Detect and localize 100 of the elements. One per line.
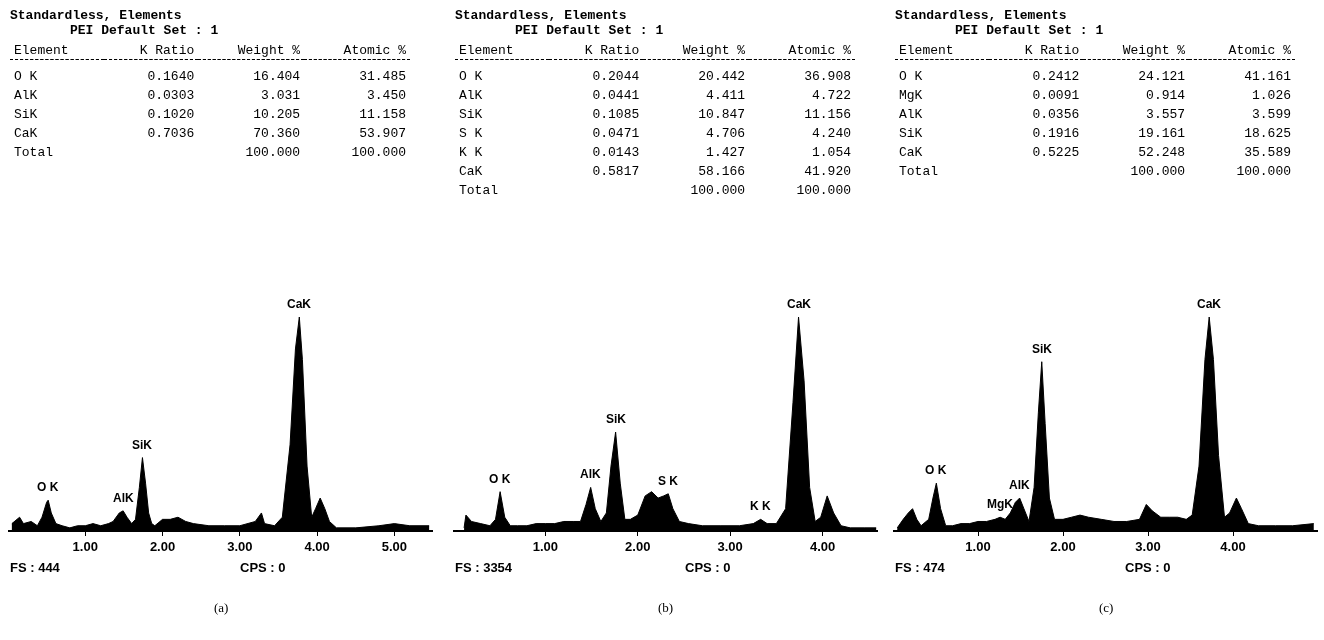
text: 41.161 (1244, 69, 1291, 84)
x-tick-label: 1.00 (72, 539, 98, 555)
x-tick-label: 2.00 (149, 539, 176, 555)
text: 24.121 (1138, 69, 1186, 84)
category-label: K K (459, 145, 483, 160)
annotation: K K (750, 499, 771, 513)
category-label: Total (459, 183, 499, 198)
text: 0.1085 (592, 107, 640, 122)
annotation: AlK (1009, 478, 1030, 492)
text: CPS : 0 (685, 560, 731, 575)
text: 10.847 (698, 107, 746, 122)
text: 100.000 (690, 183, 746, 198)
text: 58.166 (698, 164, 746, 179)
x-tick-label: 2.00 (625, 539, 651, 555)
text: 0.5817 (592, 164, 640, 179)
text: 36.908 (804, 69, 851, 84)
annotation: CaK (1197, 297, 1222, 311)
text: FS : 3354 (455, 560, 513, 575)
annotation: O K (489, 472, 511, 486)
text: FS : 444 (10, 560, 61, 575)
category-label: SiK (14, 107, 38, 122)
annotation: SiK (1032, 342, 1053, 356)
annotation: CaK (287, 297, 312, 311)
x-tick-label: 4.00 (809, 539, 836, 555)
text: CPS : 0 (240, 560, 286, 575)
text: 3.450 (366, 88, 406, 103)
text: 3.599 (1251, 107, 1291, 122)
category-label: O K (459, 69, 483, 84)
text: 16.404 (253, 69, 301, 84)
x-tick-label: 2.00 (1050, 539, 1076, 555)
text: 0.0303 (147, 88, 195, 103)
text: 100.000 (796, 183, 851, 198)
annotation: AlK (113, 491, 134, 505)
annotation: SiK (132, 438, 153, 452)
text: 4.411 (706, 88, 746, 103)
x-tick-label: 3.00 (227, 539, 253, 555)
category-label: SiK (459, 107, 483, 122)
category-label: Atomic % (1227, 42, 1292, 60)
category-label: MgK (899, 88, 923, 103)
text: 41.920 (804, 164, 851, 179)
annotation: SiK (606, 412, 627, 426)
annotation: O K (37, 480, 59, 494)
category-label: AlK (14, 88, 38, 103)
text: 0.2412 (1032, 69, 1080, 84)
text: Element (458, 42, 515, 60)
text: 0.0356 (1032, 107, 1080, 122)
text: 0.5225 (1032, 145, 1080, 160)
category-label: O K (899, 69, 923, 84)
text: 1.026 (1251, 88, 1291, 103)
text: 53.907 (359, 126, 406, 141)
text: 0.914 (1146, 88, 1186, 103)
text: 3.557 (1146, 107, 1186, 122)
text: 0.0091 (1032, 88, 1080, 103)
category-label: AlK (459, 88, 483, 103)
category-label: CaK (459, 164, 483, 179)
category-label: K Ratio (1023, 42, 1081, 60)
text: 4.240 (811, 126, 851, 141)
text: Standardless, Elements (455, 8, 628, 23)
text: CPS : 0 (1125, 560, 1171, 575)
category-label: CaK (899, 145, 923, 160)
text: 52.248 (1138, 145, 1186, 160)
category-label: Weight % (236, 42, 302, 60)
category-label: O K (14, 69, 38, 84)
category-label: Atomic % (342, 42, 407, 60)
text: 0.1640 (147, 69, 195, 84)
text: (a) (214, 600, 229, 615)
annotation: S K (658, 474, 679, 488)
text: 0.1916 (1032, 126, 1080, 141)
x-tick-label: 4.00 (1220, 539, 1246, 555)
text: PEI Default Set : 1 (954, 23, 1105, 38)
category-label: Total (14, 145, 54, 160)
x-tick-label: 5.00 (381, 539, 408, 555)
text: 31.485 (359, 69, 406, 84)
text: Element (898, 42, 955, 60)
x-tick-label: 4.00 (304, 539, 330, 555)
text: 0.2044 (592, 69, 640, 84)
category-label: K Ratio (583, 42, 641, 60)
category-label: K Ratio (138, 42, 196, 60)
category-label: Total (899, 164, 939, 179)
text: 10.205 (253, 107, 301, 122)
annotation: AlK (580, 467, 601, 481)
text: 0.0143 (592, 145, 640, 160)
category-label: AlK (899, 107, 923, 122)
category-label: Weight % (1121, 42, 1187, 60)
text: 100.000 (245, 145, 301, 160)
text: PEI Default Set : 1 (514, 23, 665, 38)
text: 0.0441 (592, 88, 640, 103)
text: 20.442 (698, 69, 746, 84)
text: 100.000 (1236, 164, 1291, 179)
annotation: O K (925, 463, 947, 477)
text: 70.360 (253, 126, 301, 141)
category-label: Weight % (681, 42, 747, 60)
text: PEI Default Set : 1 (69, 23, 220, 38)
category-label: S K (459, 126, 483, 141)
annotation: MgK (987, 497, 1014, 511)
text: 3.031 (261, 88, 301, 103)
text: FS : 474 (895, 560, 946, 575)
text: 0.1020 (147, 107, 195, 122)
x-tick-label: 3.00 (1135, 539, 1161, 555)
category-label: CaK (14, 126, 38, 141)
